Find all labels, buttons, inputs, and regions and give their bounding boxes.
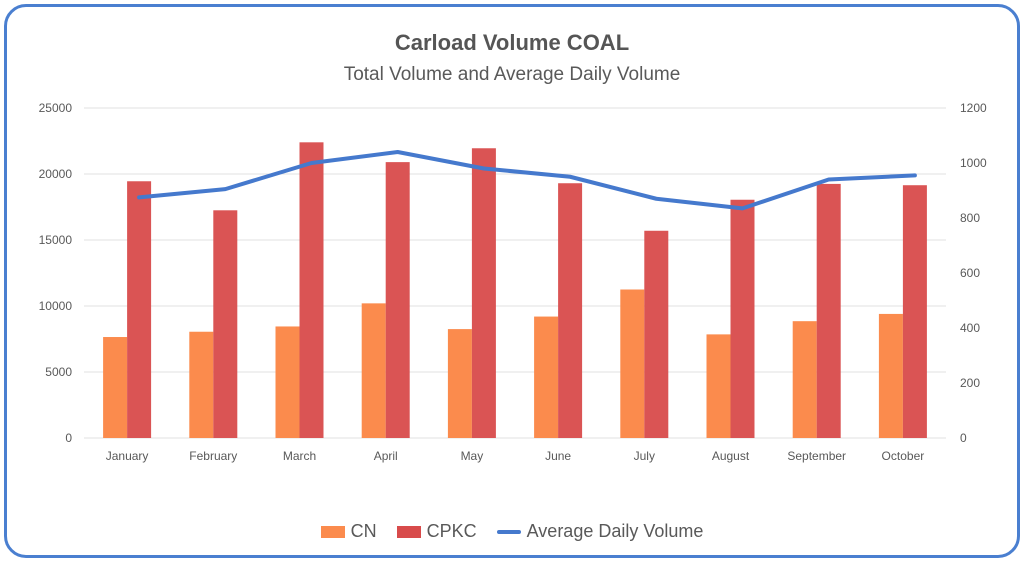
legend-swatch-cpkc [396,525,421,538]
bar-cn [103,337,128,438]
y-left-tick-label: 20000 [39,167,73,181]
legend-label-cn: CN [350,521,377,541]
bar-cpkc [730,199,755,438]
x-tick-label: May [461,449,484,463]
bar-cn [534,316,559,438]
bar-cpkc [558,183,583,438]
y-right-tick-label: 1200 [960,101,987,115]
y-right-tick-label: 0 [960,431,967,445]
y-right-tick-label: 200 [960,376,980,390]
line-average-daily-volume [137,150,917,211]
x-tick-label: August [712,449,750,463]
bar-cpkc [127,181,152,438]
bar-cpkc [471,148,496,438]
y-right-tick-label: 800 [960,211,980,225]
y-right-tick-label: 600 [960,266,980,280]
y-left-tick-label: 15000 [39,233,73,247]
bar-cn [447,329,472,438]
legend-swatch-cn [320,525,345,538]
bar-cn [878,313,903,438]
x-tick-label: February [189,449,237,463]
bar-cn [620,289,645,438]
y-left-tick-label: 25000 [39,101,73,115]
x-tick-label: July [634,449,655,463]
y-right-tick-label: 400 [960,321,980,335]
bar-cn [706,334,731,438]
legend-item-cn: CN [320,521,377,542]
bar-cpkc [385,162,410,438]
bar-cn [275,326,300,438]
bar-cpkc [213,210,238,438]
x-tick-label: October [882,449,925,463]
legend: CN CPKC Average Daily Volume [0,521,1024,542]
y-left-tick-label: 5000 [45,365,72,379]
y-right-tick-label: 1000 [960,156,987,170]
legend-item-cpkc: CPKC [396,521,477,542]
bar-cpkc [299,142,324,438]
legend-label-average-daily-volume: Average Daily Volume [526,521,704,541]
x-tick-label: September [787,449,846,463]
chart-subtitle: Total Volume and Average Daily Volume [343,64,681,85]
chart-frame [4,4,1020,558]
y-left-tick-label: 10000 [39,299,73,313]
y-left-tick-label: 0 [65,431,72,445]
bar-cn [792,321,817,438]
bar-cn [361,303,386,438]
bar-cpkc [644,230,669,438]
x-tick-label: January [106,449,149,463]
x-tick-label: April [374,449,398,463]
chart-title: Carload Volume COAL [394,30,630,55]
legend-item-average-daily-volume: Average Daily Volume [496,521,704,542]
bar-cn [189,331,214,438]
legend-label-cpkc: CPKC [426,521,477,541]
bar-cpkc [902,185,927,438]
x-tick-label: June [545,449,571,463]
legend-swatch-average-daily-volume [496,529,521,534]
bar-cpkc [816,183,841,438]
x-tick-label: March [283,449,316,463]
